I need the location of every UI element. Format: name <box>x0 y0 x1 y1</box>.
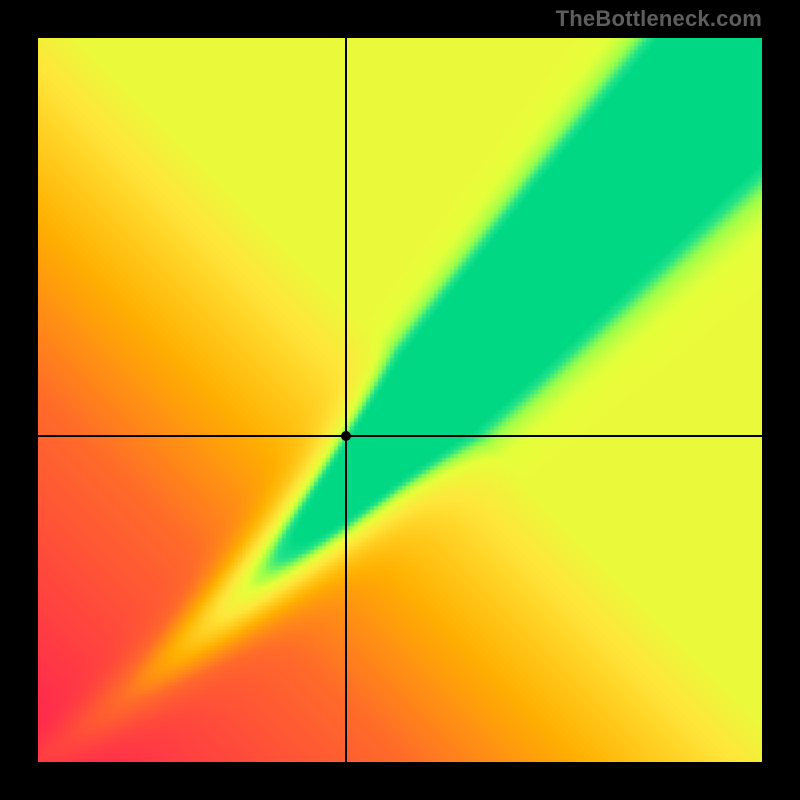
crosshair-vertical <box>345 38 347 762</box>
crosshair-horizontal <box>38 435 762 437</box>
crosshair-marker <box>341 431 351 441</box>
bottleneck-heatmap <box>38 38 762 762</box>
watermark-text: TheBottleneck.com <box>556 6 762 32</box>
